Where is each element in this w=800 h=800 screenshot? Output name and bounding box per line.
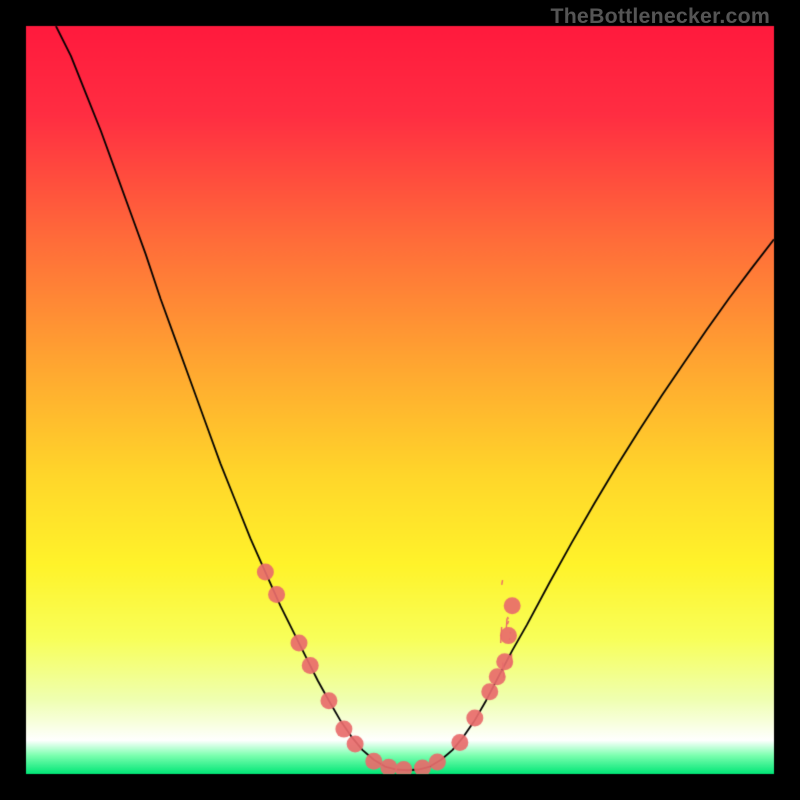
- chart-stage: TheBottlenecker.com: [0, 0, 800, 800]
- curve-plot: [0, 0, 800, 800]
- watermark-text: TheBottlenecker.com: [550, 4, 770, 29]
